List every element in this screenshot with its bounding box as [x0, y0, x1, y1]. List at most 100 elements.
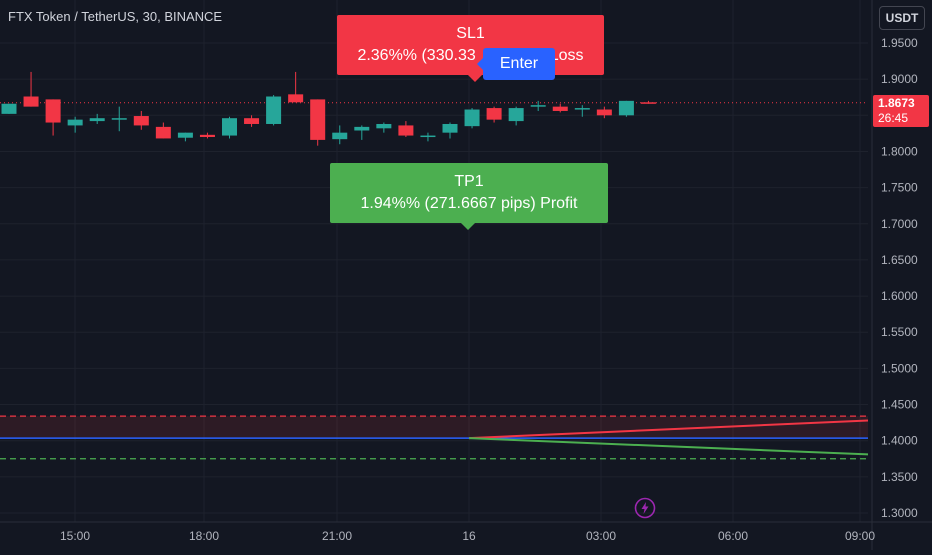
candle — [442, 122, 458, 139]
price-axis[interactable]: 1.95001.90001.85001.80001.75001.70001.65… — [871, 0, 918, 550]
candle — [89, 113, 105, 124]
candle — [596, 106, 612, 119]
candle-body — [552, 106, 568, 111]
candle — [1, 103, 17, 114]
candle — [244, 115, 260, 127]
candle-body — [288, 94, 304, 103]
candle — [464, 108, 480, 129]
candle-body — [111, 118, 127, 120]
candle — [398, 121, 414, 137]
candle — [332, 125, 348, 145]
candle-body — [332, 132, 348, 140]
tp-detail: 1.94%% (271.6667 pips) Profit — [360, 195, 578, 212]
x-tick-label: 21:00 — [322, 529, 352, 543]
candle-body — [464, 109, 480, 127]
candle-body — [420, 135, 436, 138]
candle-body — [376, 123, 392, 129]
candle — [640, 100, 656, 104]
candle — [552, 103, 568, 113]
symbol-title[interactable]: FTX Token / TetherUS, 30, BINANCE — [8, 9, 223, 24]
time-axis[interactable]: 15:00 18:00 21:00 16 03:00 06:00 09:00 — [0, 521, 932, 543]
current-price-badge: 1.8673 26:45 — [873, 95, 929, 127]
tp-projection-line — [468, 437, 869, 456]
x-tick-label: 09:00 — [845, 529, 875, 543]
candle-body — [133, 116, 149, 126]
candle-body — [67, 119, 83, 126]
x-tick-label: 18:00 — [189, 529, 219, 543]
candle-body — [266, 96, 282, 124]
y-tick-label: 1.4500 — [881, 398, 918, 412]
candle-body — [1, 103, 17, 114]
enter-label: Enter — [477, 48, 555, 80]
candle — [177, 132, 193, 142]
sl-title: SL1 — [456, 25, 485, 42]
candle — [111, 106, 127, 132]
candle — [420, 132, 436, 142]
candle-body — [442, 123, 458, 133]
sl-detail-line: 2.36%% (330.33 Loss — [337, 45, 604, 67]
candle-body — [574, 108, 590, 110]
candle — [530, 100, 546, 111]
candle-body — [618, 100, 634, 116]
stop-loss-callout: SL1 2.36%% (330.33 Loss — [337, 15, 604, 82]
y-tick-label: 1.4000 — [881, 434, 918, 448]
candle — [310, 99, 326, 146]
x-tick-label: 03:00 — [586, 529, 616, 543]
candle-body — [23, 96, 39, 107]
candle-body — [310, 99, 326, 140]
candle — [199, 132, 215, 139]
tp-title: TP1 — [454, 173, 484, 190]
position-zones — [0, 415, 869, 460]
sl-detail: 2.36%% (330.33 — [357, 47, 476, 64]
candle-body — [222, 118, 237, 136]
y-tick-label: 1.3000 — [881, 506, 918, 520]
candle-body — [398, 125, 414, 136]
candle — [486, 106, 502, 123]
lightning-bolt-icon[interactable] — [634, 497, 656, 519]
candle — [133, 110, 149, 130]
sl-projection-line — [468, 419, 869, 440]
x-tick-label: 15:00 — [60, 529, 90, 543]
bar-countdown-label: 26:45 — [878, 111, 909, 125]
candle — [288, 71, 304, 103]
candle — [155, 122, 171, 139]
candle — [618, 100, 634, 117]
x-tick-label: 16 — [462, 529, 476, 543]
candle-body — [596, 109, 612, 116]
candle-body — [244, 118, 260, 124]
candle — [266, 95, 282, 126]
candle-body — [45, 99, 61, 123]
y-tick-label: 1.7500 — [881, 181, 918, 195]
candle — [23, 71, 39, 107]
candle-body — [530, 105, 546, 107]
y-tick-label: 1.9500 — [881, 36, 918, 50]
candle-body — [486, 108, 502, 120]
x-tick-label: 06:00 — [718, 529, 748, 543]
grid-lines — [0, 0, 868, 522]
sl-suffix: Loss — [549, 47, 584, 64]
candle-body — [177, 132, 193, 138]
candle-body — [155, 126, 171, 139]
candle-body — [508, 108, 524, 122]
y-tick-label: 1.3500 — [881, 470, 918, 484]
candle — [67, 116, 83, 133]
stop-loss-zone — [0, 416, 868, 439]
y-tick-label: 1.5500 — [881, 325, 918, 339]
y-tick-label: 1.5000 — [881, 361, 918, 375]
candle-body — [354, 126, 370, 131]
y-tick-label: 1.7000 — [881, 217, 918, 231]
candle-body — [89, 118, 105, 122]
y-tick-label: 1.9000 — [881, 72, 918, 86]
candle — [574, 105, 590, 117]
y-tick-label: 1.8000 — [881, 144, 918, 158]
y-tick-label: 1.6000 — [881, 289, 918, 303]
candles — [0, 71, 868, 146]
currency-button[interactable]: USDT — [879, 6, 925, 30]
candle — [376, 122, 392, 133]
candle-body — [199, 134, 215, 137]
current-price-label: 1.8673 — [878, 96, 915, 110]
take-profit-callout: TP1 1.94%% (271.6667 pips) Profit — [330, 163, 608, 230]
candle — [354, 125, 370, 140]
